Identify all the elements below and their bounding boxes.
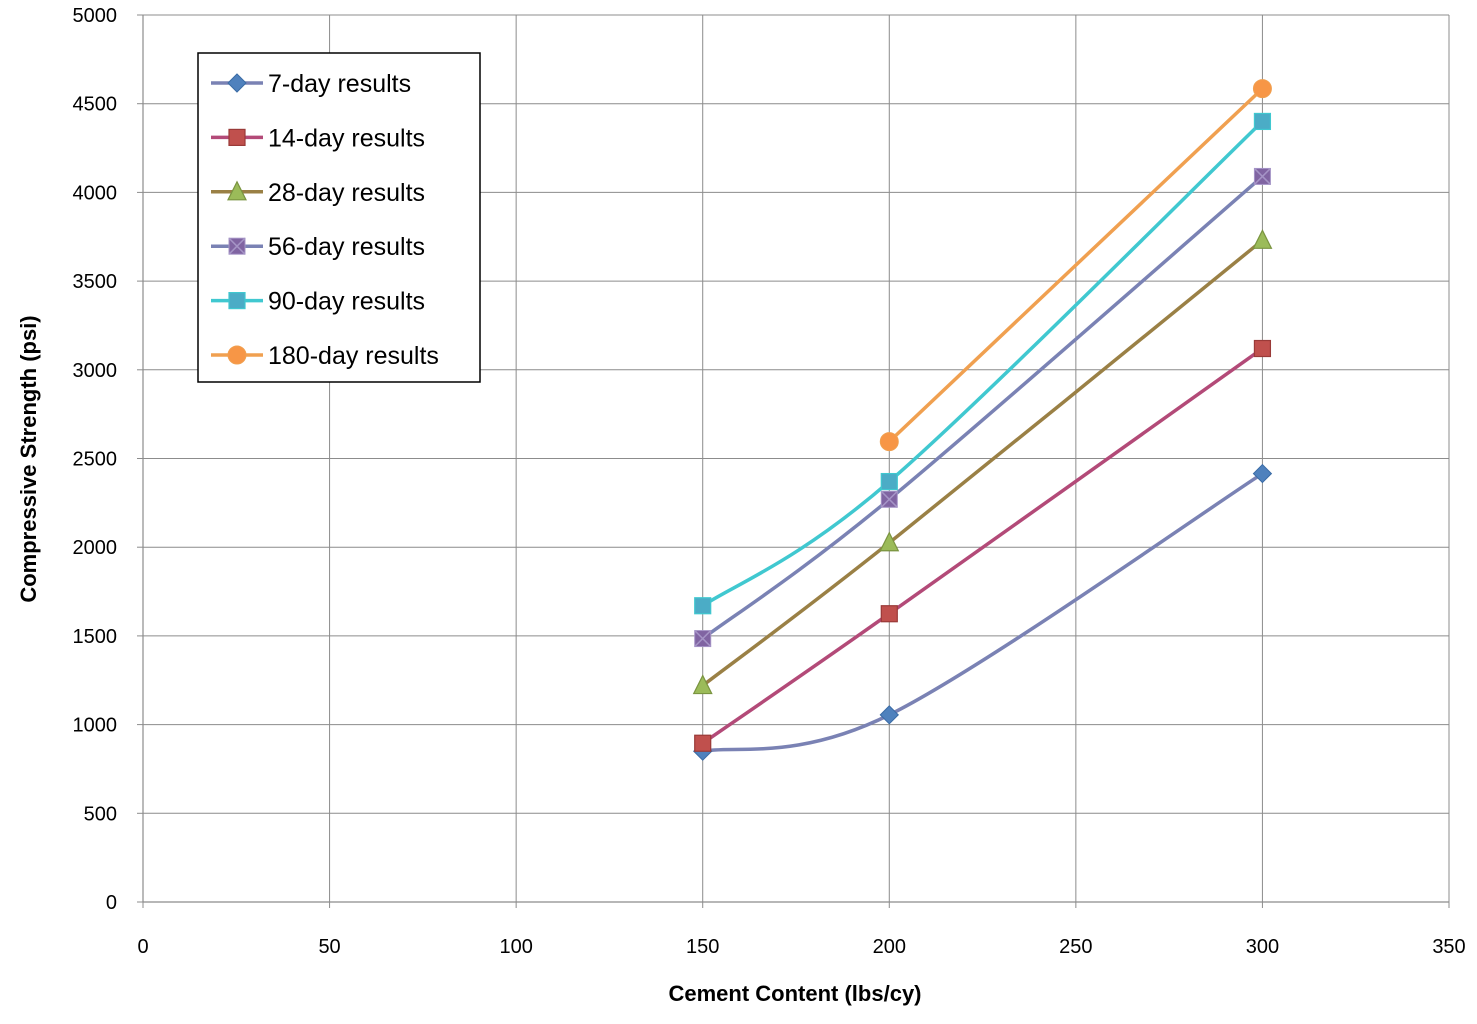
y-tick-label: 1000 (73, 715, 118, 737)
series-line-5 (700, 119, 1265, 608)
legend-item: 90-day results (211, 288, 425, 316)
data-point-series-4 (694, 630, 712, 648)
legend-item: 7-day results (211, 70, 411, 98)
data-point-series-1 (1252, 463, 1273, 484)
data-point-series-6 (879, 432, 899, 452)
series-line-4 (700, 174, 1265, 641)
y-tick-label: 1500 (73, 626, 118, 648)
data-point-series-3 (879, 531, 900, 552)
legend-marker (228, 237, 246, 255)
data-point-series-4 (1253, 167, 1271, 185)
legend-item: 14-day results (211, 124, 425, 152)
data-point-series-5 (1253, 112, 1272, 131)
legend-marker (227, 345, 247, 365)
legend-item: 28-day results (211, 179, 425, 207)
legend-item: 180-day results (211, 342, 439, 370)
data-point-series-6 (1252, 79, 1272, 99)
series-line-3 (700, 238, 1265, 688)
y-tick-label: 2000 (73, 537, 118, 559)
x-tick-label: 250 (1059, 936, 1092, 958)
data-point-series-2 (694, 734, 712, 752)
series-line-2 (700, 346, 1265, 745)
legend-label: 56-day results (268, 233, 425, 261)
x-tick-label: 0 (137, 936, 148, 958)
data-point-series-2 (1253, 339, 1272, 358)
y-axis-title: Compressive Strength (psi) (16, 315, 41, 602)
legend: 7-day results 14-day results 28-day result… (197, 52, 481, 383)
series-markers (692, 79, 1273, 761)
y-tick-label: 3000 (73, 360, 118, 382)
legend-label: 180-day results (268, 342, 439, 370)
y-tick-label: 0 (106, 892, 117, 914)
y-tick-label: 500 (84, 803, 117, 825)
y-tick-label: 2500 (73, 449, 118, 471)
legend-marker (227, 180, 247, 201)
x-tick-label: 350 (1432, 936, 1465, 958)
legend-label: 90-day results (268, 288, 425, 316)
data-point-series-4 (880, 490, 898, 508)
data-point-series-5 (694, 597, 712, 615)
data-point-series-3 (692, 674, 713, 695)
series-line-1 (700, 471, 1265, 753)
legend-marker (228, 128, 246, 146)
legend-box (197, 52, 481, 383)
data-point-series-3 (1252, 228, 1273, 249)
x-tick-label: 150 (686, 936, 719, 958)
legend-item: 56-day results (211, 233, 425, 261)
series-lines (700, 86, 1265, 753)
series-line-6 (887, 86, 1265, 444)
data-point-series-5 (880, 472, 898, 491)
legend-marker (228, 292, 246, 310)
data-point-series-2 (880, 605, 898, 623)
legend-marker (227, 73, 247, 93)
y-tick-label: 4000 (73, 182, 118, 204)
x-tick-label: 200 (873, 936, 906, 958)
x-axis-title: Cement Content (lbs/cy) (668, 981, 921, 1006)
legend-label: 7-day results (268, 70, 411, 98)
y-tick-label: 5000 (73, 5, 118, 27)
data-point-series-1 (879, 705, 899, 725)
x-tick-label: 50 (318, 936, 340, 958)
legend-label: 14-day results (268, 124, 425, 152)
y-tick-label: 3500 (73, 271, 118, 293)
axes: 0500100015002000250030003500400045005000… (73, 5, 1466, 958)
legend-label: 28-day results (268, 179, 425, 207)
x-tick-label: 300 (1246, 936, 1279, 958)
x-tick-label: 100 (499, 936, 532, 958)
y-tick-label: 4500 (73, 94, 118, 116)
